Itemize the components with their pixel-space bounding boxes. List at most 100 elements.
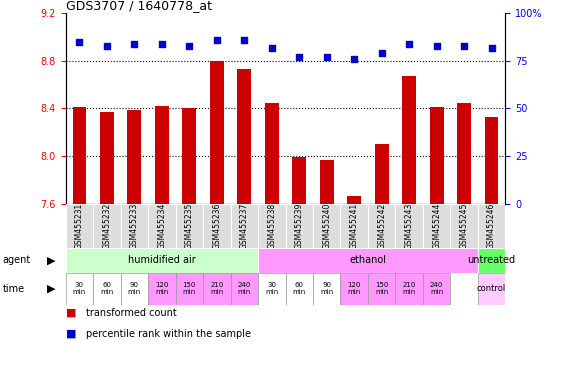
Bar: [403, 76, 416, 204]
Text: ▶: ▶: [47, 284, 55, 294]
Bar: [120, 273, 148, 305]
Bar: [183, 109, 196, 204]
Text: 150
min: 150 min: [375, 283, 388, 295]
Bar: [395, 273, 423, 305]
Text: ▶: ▶: [47, 255, 55, 265]
Text: 60
min: 60 min: [292, 283, 306, 295]
Point: [267, 45, 276, 51]
Text: GSM455245: GSM455245: [460, 202, 469, 249]
Text: GSM455237: GSM455237: [240, 202, 249, 249]
Bar: [148, 204, 176, 248]
Text: ■: ■: [66, 329, 76, 339]
Point: [349, 56, 359, 62]
Point: [460, 43, 469, 49]
Bar: [265, 103, 279, 204]
Bar: [93, 204, 120, 248]
Text: GDS3707 / 1640778_at: GDS3707 / 1640778_at: [66, 0, 212, 12]
Text: GSM455241: GSM455241: [349, 202, 359, 249]
Bar: [340, 204, 368, 248]
Bar: [478, 204, 505, 248]
Text: 240
min: 240 min: [238, 283, 251, 295]
Bar: [155, 106, 168, 204]
Bar: [258, 204, 286, 248]
Bar: [127, 110, 141, 204]
Text: 210
min: 210 min: [210, 283, 223, 295]
Bar: [231, 273, 258, 305]
Bar: [457, 103, 471, 204]
Text: 90
min: 90 min: [320, 283, 333, 295]
Bar: [231, 204, 258, 248]
Text: 240
min: 240 min: [430, 283, 443, 295]
Text: 150
min: 150 min: [183, 283, 196, 295]
Text: ■: ■: [66, 308, 76, 318]
Bar: [66, 273, 93, 305]
Bar: [286, 273, 313, 305]
Text: GSM455232: GSM455232: [102, 202, 111, 249]
Text: GSM455233: GSM455233: [130, 202, 139, 249]
Bar: [368, 204, 395, 248]
Point: [295, 54, 304, 60]
Point: [377, 50, 386, 56]
Point: [157, 41, 166, 47]
Text: 60
min: 60 min: [100, 283, 114, 295]
Bar: [120, 204, 148, 248]
Point: [75, 39, 84, 45]
Text: GSM455243: GSM455243: [405, 202, 413, 249]
Text: GSM455235: GSM455235: [185, 202, 194, 249]
Text: transformed count: transformed count: [86, 308, 176, 318]
Point: [322, 54, 331, 60]
Bar: [176, 204, 203, 248]
Bar: [347, 196, 361, 204]
Bar: [176, 273, 203, 305]
Bar: [66, 248, 258, 273]
Text: percentile rank within the sample: percentile rank within the sample: [86, 329, 251, 339]
Bar: [258, 273, 286, 305]
Text: agent: agent: [3, 255, 31, 265]
Text: GSM455242: GSM455242: [377, 202, 386, 249]
Bar: [340, 273, 368, 305]
Bar: [210, 61, 224, 204]
Bar: [93, 273, 120, 305]
Point: [185, 43, 194, 49]
Text: GSM455246: GSM455246: [487, 202, 496, 249]
Text: 90
min: 90 min: [128, 283, 141, 295]
Bar: [148, 273, 176, 305]
Bar: [485, 117, 498, 204]
Bar: [292, 157, 306, 204]
Text: 210
min: 210 min: [403, 283, 416, 295]
Text: 120
min: 120 min: [155, 283, 168, 295]
Bar: [286, 204, 313, 248]
Bar: [451, 204, 478, 248]
Point: [487, 45, 496, 51]
Point: [405, 41, 414, 47]
Text: control: control: [477, 285, 506, 293]
Text: GSM455239: GSM455239: [295, 202, 304, 249]
Point: [102, 43, 111, 49]
Text: ethanol: ethanol: [349, 255, 387, 265]
Bar: [238, 69, 251, 204]
Text: humidified air: humidified air: [128, 255, 196, 265]
Bar: [258, 248, 478, 273]
Text: GSM455234: GSM455234: [158, 202, 166, 249]
Text: 30
min: 30 min: [73, 283, 86, 295]
Text: GSM455244: GSM455244: [432, 202, 441, 249]
Bar: [73, 107, 86, 204]
Bar: [478, 273, 505, 305]
Point: [240, 37, 249, 43]
Bar: [368, 273, 395, 305]
Bar: [430, 107, 444, 204]
Bar: [375, 144, 388, 204]
Bar: [423, 273, 451, 305]
Text: GSM455231: GSM455231: [75, 202, 84, 249]
Text: GSM455238: GSM455238: [267, 202, 276, 249]
Text: 120
min: 120 min: [348, 283, 361, 295]
Bar: [320, 160, 333, 204]
Text: GSM455240: GSM455240: [322, 202, 331, 249]
Bar: [66, 204, 93, 248]
Bar: [203, 273, 231, 305]
Bar: [313, 273, 340, 305]
Point: [432, 43, 441, 49]
Text: untreated: untreated: [468, 255, 516, 265]
Bar: [203, 204, 231, 248]
Bar: [100, 112, 114, 204]
